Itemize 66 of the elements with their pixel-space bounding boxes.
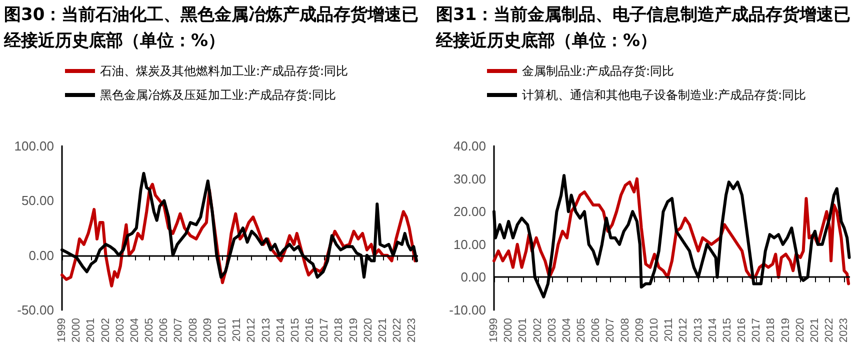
- x-tick-label: 2012: [678, 318, 690, 342]
- x-tick-label: 2023: [838, 318, 850, 342]
- legend-label: 计算机、通信和其他电子设备制造业:产成品存货:同比: [522, 88, 806, 102]
- x-tick-label: 2022: [824, 318, 836, 342]
- x-tick-label: 2020: [362, 318, 374, 342]
- x-tick-label: 2014: [706, 318, 719, 342]
- y-tick-label: 10.00: [453, 236, 486, 252]
- x-tick-label: 2011: [663, 318, 676, 342]
- x-tick-label: 2008: [187, 318, 200, 342]
- legend-label: 金属制品业:产成品存货:同比: [522, 64, 674, 78]
- x-tick-label: 2005: [144, 318, 156, 342]
- x-tick-label: 2004: [128, 318, 141, 342]
- x-tick-label: 2012: [246, 318, 258, 342]
- x-tick-label: 1999: [488, 318, 500, 342]
- x-tick-label: 2000: [70, 318, 83, 342]
- x-tick-label: 2016: [304, 318, 316, 342]
- x-tick-label: 2021: [808, 318, 821, 342]
- legend-label: 黑色金属冶炼及压延加工业:产成品存货:同比: [100, 88, 336, 102]
- y-tick-label: 30.00: [453, 171, 486, 186]
- x-tick-label: 2016: [736, 318, 748, 342]
- y-tick-label: 100.00: [14, 138, 54, 154]
- x-tick-label: 2003: [114, 318, 126, 342]
- x-tick-label: 2000: [502, 318, 515, 342]
- x-tick-label: 2011: [231, 318, 244, 342]
- x-tick-label: 2004: [560, 318, 573, 342]
- x-tick-label: 2001: [85, 318, 98, 342]
- x-tick-label: 2019: [348, 318, 360, 342]
- x-tick-label: 2007: [172, 318, 185, 342]
- x-tick-label: 2008: [619, 318, 632, 342]
- x-tick-label: 1999: [56, 318, 68, 342]
- x-tick-label: 2010: [648, 318, 660, 342]
- x-tick-label: 2009: [202, 318, 214, 342]
- x-tick-label: 2018: [765, 318, 778, 342]
- x-tick-label: 2006: [590, 318, 602, 342]
- x-tick-label: 2022: [392, 318, 404, 342]
- x-tick-label: 2001: [517, 318, 530, 342]
- y-tick-label: -10.00: [449, 302, 486, 318]
- y-tick-label: 0.00: [28, 248, 54, 263]
- x-tick-label: 2006: [158, 318, 170, 342]
- x-tick-label: 2019: [780, 318, 792, 342]
- x-tick-label: 2007: [604, 318, 617, 342]
- chart-title: 图31：当前金属制品、电子信息制造产成品存货增速已经接近历史底部（单位：%）: [434, 4, 852, 53]
- x-tick-label: 2014: [274, 318, 287, 342]
- y-tick-label: 40.00: [453, 138, 486, 154]
- x-tick-label: 2021: [376, 318, 389, 342]
- y-tick-label: -50.00: [17, 302, 54, 318]
- y-tick-label: 0.00: [460, 270, 486, 285]
- x-tick-label: 2002: [100, 318, 112, 342]
- x-tick-label: 2015: [289, 318, 302, 342]
- legend-label: 石油、煤炭及其他燃料加工业:产成品存货:同比: [100, 64, 348, 78]
- x-tick-label: 2020: [794, 318, 806, 342]
- x-tick-label: 2013: [692, 318, 704, 342]
- y-tick-label: 20.00: [453, 204, 486, 220]
- x-tick-label: 2010: [216, 318, 228, 342]
- x-tick-label: 2015: [721, 318, 734, 342]
- x-tick-label: 2018: [333, 318, 346, 342]
- x-tick-label: 2003: [546, 318, 558, 342]
- y-tick-label: 50.00: [21, 193, 54, 208]
- chart-title: 图30：当前石油化工、黑色金属冶炼产成品存货增速已经接近历史底部（单位：%）: [2, 4, 420, 53]
- x-tick-label: 2023: [406, 318, 418, 342]
- x-tick-label: 2005: [576, 318, 588, 342]
- x-tick-label: 2009: [634, 318, 646, 342]
- x-tick-label: 2002: [532, 318, 544, 342]
- x-tick-label: 2017: [318, 318, 331, 342]
- x-tick-label: 2017: [750, 318, 763, 342]
- x-tick-label: 2013: [260, 318, 272, 342]
